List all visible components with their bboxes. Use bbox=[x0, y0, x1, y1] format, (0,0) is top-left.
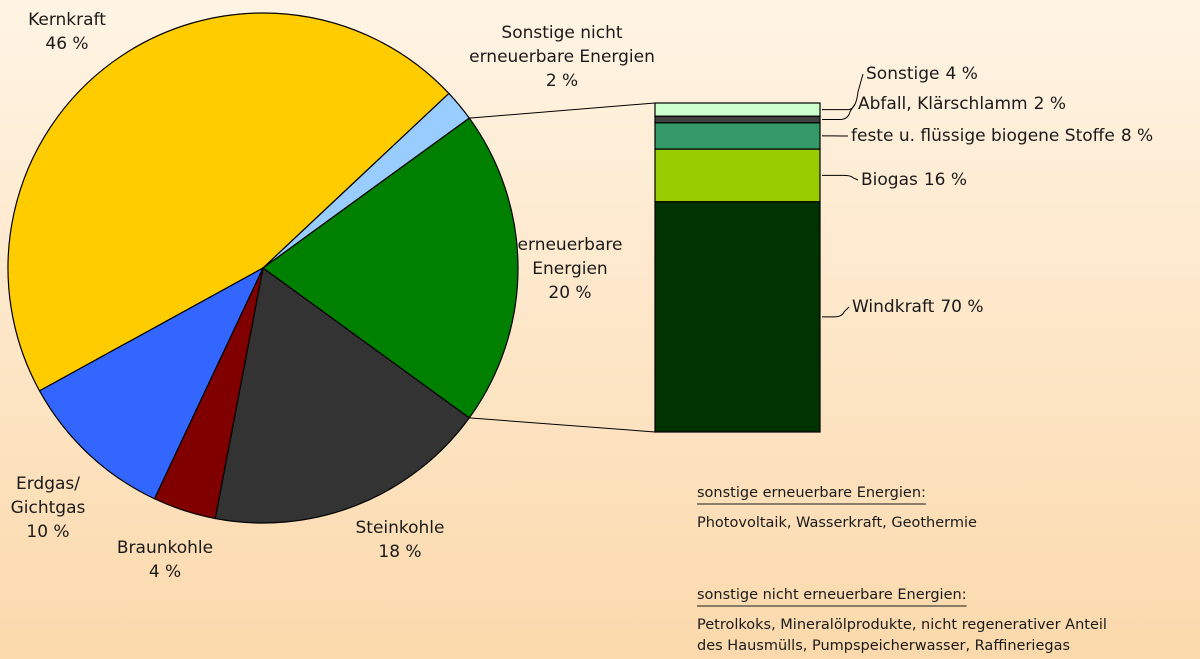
pie-slice bbox=[7, 12, 450, 392]
slice-value-label: 10 % bbox=[26, 522, 69, 542]
segment-name: feste u. flüssige biogene Stoffe bbox=[851, 126, 1115, 146]
segment-name: Sonstige bbox=[866, 64, 939, 84]
bar-segment bbox=[654, 201, 821, 433]
connector-line bbox=[469, 417, 656, 433]
segment-label: feste u. flüssige biogene Stoffe 8 % bbox=[851, 126, 1153, 146]
slice-label: Steinkohle bbox=[355, 518, 444, 538]
slice-label: erneuerbare bbox=[518, 235, 623, 255]
slice-label: Kernkraft bbox=[28, 10, 106, 30]
segment-value-label: 8 % bbox=[1121, 126, 1153, 146]
segment-name: Windkraft bbox=[852, 297, 935, 317]
slice-value-label: 2 % bbox=[546, 71, 578, 91]
slice-value-label: 46 % bbox=[45, 34, 88, 54]
slice-label: Energien bbox=[532, 259, 607, 279]
segment-value-label: 16 % bbox=[924, 170, 967, 190]
slice-label: Sonstige nicht bbox=[501, 23, 622, 43]
segment-label: Abfall, Klärschlamm 2 % bbox=[858, 94, 1066, 114]
leader-line bbox=[822, 73, 864, 111]
bar-segment bbox=[654, 148, 821, 203]
slice-value-label: 18 % bbox=[378, 542, 421, 562]
pie-slice bbox=[38, 266, 265, 500]
slice-label: Braunkohle bbox=[117, 538, 213, 558]
segment-name: Biogas bbox=[861, 170, 918, 190]
bar-segment bbox=[654, 115, 821, 124]
bar-segment bbox=[654, 122, 821, 150]
segment-label: Sonstige 4 % bbox=[866, 64, 978, 84]
slice-value-label: 20 % bbox=[548, 283, 591, 303]
slice-label: Erdgas/ bbox=[16, 474, 80, 494]
segment-value-label: 2 % bbox=[1034, 94, 1066, 114]
segment-label: Biogas 16 % bbox=[861, 170, 967, 190]
note-text: Petrolkoks, Mineralölprodukte, nicht reg… bbox=[697, 617, 1107, 633]
note-heading: sonstige erneuerbare Energien: bbox=[697, 485, 926, 501]
segment-label: Windkraft 70 % bbox=[852, 297, 984, 317]
pie-slice bbox=[261, 117, 519, 419]
leader-line bbox=[822, 174, 859, 181]
note-heading: sonstige nicht erneuerbare Energien: bbox=[697, 587, 967, 603]
slice-label: Gichtgas bbox=[11, 498, 86, 518]
leader-line bbox=[822, 306, 850, 318]
note-text: des Hausmülls, Pumpspeicherwasser, Raffi… bbox=[697, 638, 1070, 654]
segment-value-label: 4 % bbox=[945, 64, 977, 84]
segment-value-label: 70 % bbox=[940, 297, 983, 317]
slice-label: erneuerbare Energien bbox=[469, 47, 655, 67]
pie-slice bbox=[214, 266, 471, 524]
slice-value-label: 4 % bbox=[149, 562, 181, 582]
leader-line bbox=[822, 103, 856, 120]
segment-name: Abfall, Klärschlamm bbox=[858, 94, 1028, 114]
connector-line bbox=[469, 102, 656, 119]
bar-segment bbox=[654, 102, 821, 117]
note-text: Photovoltaik, Wasserkraft, Geothermie bbox=[697, 515, 977, 531]
